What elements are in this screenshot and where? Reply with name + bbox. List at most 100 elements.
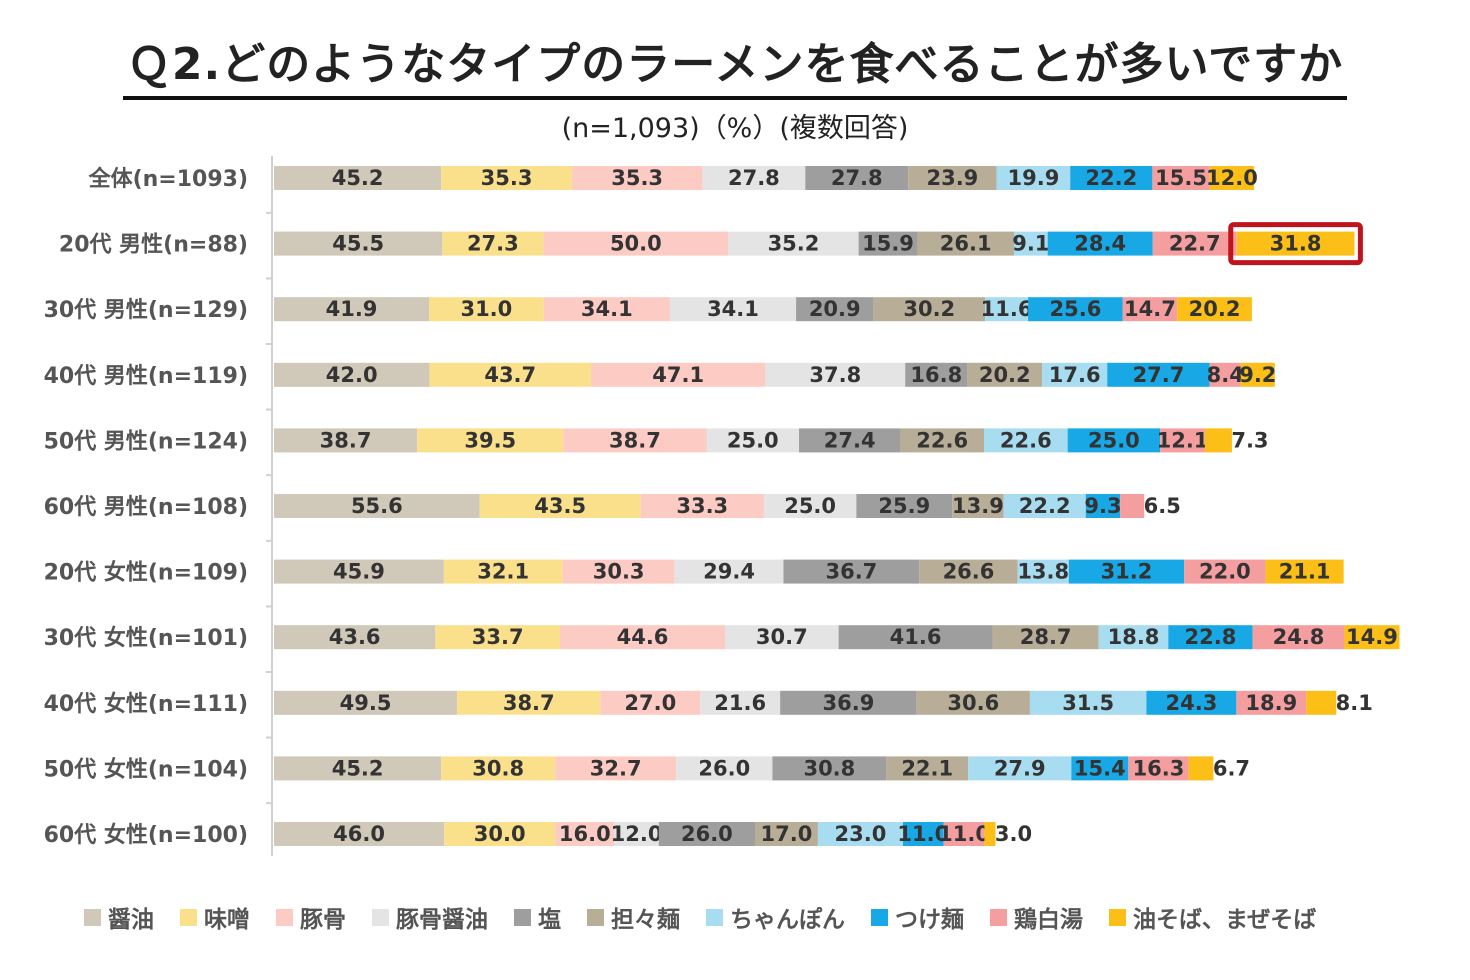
data-label: 25.9 [878, 494, 930, 518]
data-label: 38.7 [609, 428, 661, 452]
legend-label: 豚骨 [300, 907, 346, 933]
legend-item: 豚骨 [276, 900, 346, 934]
data-label: 12.0 [1206, 166, 1258, 190]
bar-segment [1003, 494, 1086, 518]
data-label: 12.1 [1157, 428, 1209, 452]
data-label: 27.4 [824, 428, 876, 452]
data-label: 13.9 [952, 494, 1004, 518]
data-label: 41.9 [326, 297, 378, 321]
bar-segment [900, 428, 985, 453]
data-label: 47.1 [652, 363, 704, 387]
data-label: 9.1 [1012, 232, 1049, 256]
data-label: 12.0 [611, 822, 663, 846]
bar-segment [457, 690, 601, 715]
data-label: 31.2 [1101, 560, 1153, 584]
data-label: 18.9 [1245, 691, 1297, 715]
chart-legend: 醤油 味噌 豚骨 豚骨醤油 塩 担々麺 ちゃんぽん つけ麺 鶏白湯 油そば、まぜそば [84, 896, 1444, 938]
bar-segment [702, 166, 806, 190]
data-label: 27.0 [624, 691, 676, 715]
data-label: 16.8 [910, 363, 962, 387]
category-label: 20代 男性(n=88) [59, 233, 248, 258]
bar-segment [952, 494, 1004, 518]
bar-segment [763, 494, 857, 518]
legend-item: 醤油 [84, 900, 154, 934]
data-label: 44.6 [617, 625, 669, 649]
data-label: 37.8 [809, 363, 861, 387]
data-label: 20.2 [1189, 297, 1241, 321]
legend-swatch [276, 908, 293, 926]
data-label: 22.7 [1169, 232, 1221, 256]
bar-segment [429, 297, 544, 322]
bar-segment [1252, 625, 1345, 650]
legend-item: 味噌 [180, 900, 250, 934]
bar-segment [1017, 559, 1069, 584]
category-label: 50代 女性(n=104) [44, 756, 248, 782]
legend-swatch [84, 908, 101, 926]
bar-segment [1098, 625, 1169, 650]
bar-segment [996, 166, 1071, 190]
bar-segment [1236, 690, 1307, 715]
bar-segment [274, 297, 430, 322]
bar-segment [274, 690, 458, 715]
data-label: 31.0 [460, 297, 512, 321]
data-label: 30.3 [593, 560, 645, 584]
data-label: 25.6 [1050, 297, 1102, 321]
bar-segment [658, 822, 755, 846]
bar-segment [968, 756, 1072, 781]
data-label: 45.9 [333, 560, 385, 584]
data-label: 36.7 [825, 560, 877, 584]
data-label: 33.3 [676, 494, 728, 518]
data-label: 20.9 [809, 297, 861, 321]
data-label: 17.6 [1049, 363, 1101, 387]
bar-segment [669, 297, 797, 322]
bar-segment [1177, 297, 1252, 322]
data-label: 27.3 [467, 232, 519, 256]
bar-segment [1344, 625, 1400, 650]
bar-segment [274, 166, 442, 190]
category-label: 20代 女性(n=109) [44, 560, 248, 586]
data-label: 26.0 [698, 756, 750, 780]
data-label: 27.9 [994, 756, 1046, 780]
data-label: 45.5 [332, 232, 384, 256]
category-label: 50代 男性(n=124) [44, 429, 248, 454]
bar-segment [1236, 231, 1355, 256]
data-label: 31.8 [1270, 232, 1322, 256]
bar-segment [1209, 362, 1241, 387]
bar-segment [725, 625, 839, 650]
bar-segment [967, 362, 1043, 387]
bar-segment [435, 625, 561, 650]
bar-segment [783, 559, 920, 584]
bar-segment [441, 166, 572, 190]
data-label: 21.1 [1279, 560, 1331, 584]
bar-segment [1265, 559, 1344, 584]
bar-segment [1306, 690, 1337, 715]
bar-segment [674, 559, 784, 584]
bar-segment [1209, 166, 1255, 190]
bar-segment [873, 297, 986, 322]
bar-segment [562, 559, 675, 584]
data-label: 22.6 [1000, 428, 1052, 452]
data-label: 6.5 [1144, 494, 1181, 518]
legend-swatch [180, 908, 197, 926]
data-label: 30.8 [472, 756, 524, 780]
data-label: 6.7 [1213, 756, 1250, 780]
bar-segment [780, 690, 917, 715]
bar-segment [274, 822, 445, 846]
data-label: 20.2 [979, 363, 1031, 387]
data-label: 36.9 [823, 691, 875, 715]
data-label: 31.5 [1062, 691, 1114, 715]
data-label: 45.2 [332, 756, 384, 780]
bar-segment [905, 362, 968, 387]
legend-item: 豚骨醤油 [372, 900, 488, 934]
bar-segment [1204, 428, 1232, 453]
bar-segment [274, 494, 480, 518]
data-label: 25.0 [727, 428, 779, 452]
data-label: 11.0 [897, 822, 949, 846]
bar-segment [903, 822, 944, 846]
legend-item: 担々麺 [587, 900, 680, 934]
data-label: 22.2 [1085, 166, 1137, 190]
legend-label: 油そば、まぜそば [1133, 907, 1317, 933]
data-label: 21.6 [714, 691, 766, 715]
data-label: 43.5 [534, 494, 586, 518]
data-label: 38.7 [503, 691, 555, 715]
